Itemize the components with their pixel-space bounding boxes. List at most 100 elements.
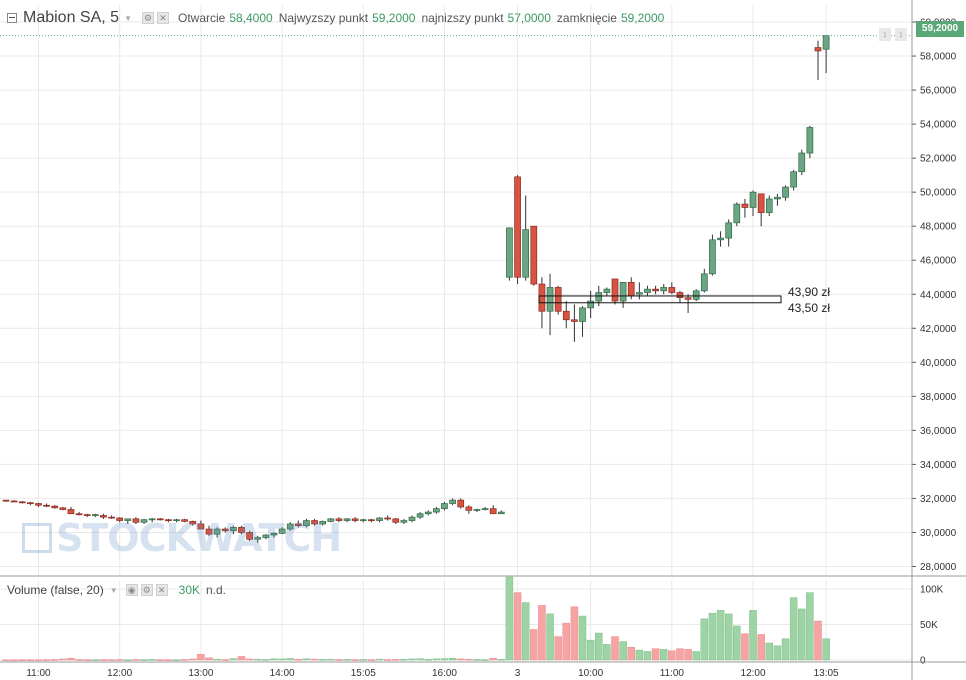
volume-bar xyxy=(115,659,124,661)
candle-body xyxy=(75,513,83,516)
candle-body xyxy=(213,528,221,535)
candle-body xyxy=(238,527,245,533)
candle-body xyxy=(351,518,359,521)
scale-button-2[interactable]: ↕ xyxy=(895,28,907,41)
time-tick-label: 13:00 xyxy=(188,668,213,679)
volume-bar xyxy=(521,602,530,661)
close-icon[interactable]: ✕ xyxy=(155,584,168,596)
volume-bar xyxy=(253,658,262,661)
candles xyxy=(2,35,830,543)
volume-bar xyxy=(294,659,303,661)
candle-body xyxy=(189,521,197,525)
candle-body xyxy=(782,186,789,198)
price-tick-label: 48,0000 xyxy=(920,222,957,233)
volume-bar xyxy=(262,659,270,661)
volume-bar xyxy=(237,656,246,661)
volume-bar xyxy=(99,659,108,661)
volume-bar xyxy=(164,659,173,661)
candle-body xyxy=(51,505,59,509)
volume-bar xyxy=(180,659,189,661)
volume-bar xyxy=(456,658,465,661)
volume-bar xyxy=(213,658,221,661)
volume-bar xyxy=(343,659,351,661)
volume-bar xyxy=(302,658,311,661)
volume-bar xyxy=(708,612,717,661)
collapse-icon[interactable] xyxy=(7,13,17,23)
candle-body xyxy=(757,193,765,213)
price-band-rect xyxy=(538,295,782,304)
open-value: 58,4000 xyxy=(229,11,273,25)
watermark-text: STOCKWATCH xyxy=(56,516,342,560)
candle-body xyxy=(449,499,456,504)
candle-body xyxy=(124,518,132,521)
candle-body xyxy=(684,297,692,300)
candle-body xyxy=(278,528,286,534)
volume-bar xyxy=(189,658,197,661)
volume-bar xyxy=(286,658,294,661)
candle-body xyxy=(67,509,75,515)
last-price-label: 59,2000 xyxy=(916,21,964,37)
candle-body xyxy=(814,47,822,52)
chart-logo-icon xyxy=(22,523,52,553)
volume-bar xyxy=(448,657,457,661)
volume-bar xyxy=(586,639,595,661)
volume-bar xyxy=(570,606,579,661)
volume-bar xyxy=(513,592,522,661)
candle-body xyxy=(700,273,708,292)
volume-bar xyxy=(741,633,749,661)
candle-body xyxy=(376,517,383,521)
chevron-down-icon[interactable]: ▼ xyxy=(109,585,118,595)
candle-body xyxy=(457,499,465,508)
candle-body xyxy=(595,292,603,302)
candle-body xyxy=(725,222,733,239)
volume-bar xyxy=(424,659,432,661)
volume-bar xyxy=(757,634,765,661)
price-tick-label: 44,0000 xyxy=(920,290,957,301)
candle-body xyxy=(506,227,513,278)
scale-button-1[interactable]: ↕ xyxy=(879,28,891,41)
candle-body xyxy=(221,528,229,532)
close-icon[interactable]: ✕ xyxy=(156,12,169,24)
volume-bar xyxy=(50,659,59,661)
volume-bar xyxy=(400,658,408,661)
time-tick-label: 11:00 xyxy=(26,668,51,679)
volume-bar xyxy=(359,659,368,661)
candle-body xyxy=(538,283,546,312)
volume-bar xyxy=(659,649,668,661)
close-value: 59,2000 xyxy=(620,11,665,25)
chevron-down-icon[interactable]: ▼ xyxy=(124,13,132,23)
volume-bar xyxy=(67,657,75,661)
volume-bar xyxy=(773,645,782,661)
gear-icon[interactable]: ⚙ xyxy=(141,12,154,24)
price-tick-label: 54,0000 xyxy=(920,120,957,131)
candle-body xyxy=(286,523,294,530)
volume-bar xyxy=(562,622,571,661)
volume-bar xyxy=(351,659,359,661)
time-tick-label: 14:00 xyxy=(270,668,295,679)
candle-body xyxy=(327,518,335,522)
volume-bar xyxy=(789,597,798,661)
eye-icon[interactable]: ◉ xyxy=(125,584,138,596)
candle-body xyxy=(562,310,570,321)
candle-body xyxy=(83,514,91,516)
time-tick-label: 12:00 xyxy=(741,668,766,679)
candle-body xyxy=(262,534,270,538)
volume-value: 30K xyxy=(178,583,200,597)
candle-body xyxy=(116,517,124,521)
volume-bar xyxy=(635,649,644,661)
candle-body xyxy=(774,196,781,200)
volume-title[interactable]: Volume (false, 20) xyxy=(7,583,104,597)
gear-icon[interactable]: ⚙ xyxy=(140,584,153,596)
symbol-title[interactable]: Mabion SA, 5 xyxy=(23,9,120,26)
candle-body xyxy=(717,237,724,241)
candle-body xyxy=(100,515,107,518)
volume-bar xyxy=(700,618,709,661)
candle-body xyxy=(571,319,578,322)
volume-bar xyxy=(724,613,733,661)
candle-body xyxy=(392,518,400,523)
candle-body xyxy=(822,35,830,50)
volume-bar xyxy=(107,659,116,661)
candle-body xyxy=(765,198,773,213)
